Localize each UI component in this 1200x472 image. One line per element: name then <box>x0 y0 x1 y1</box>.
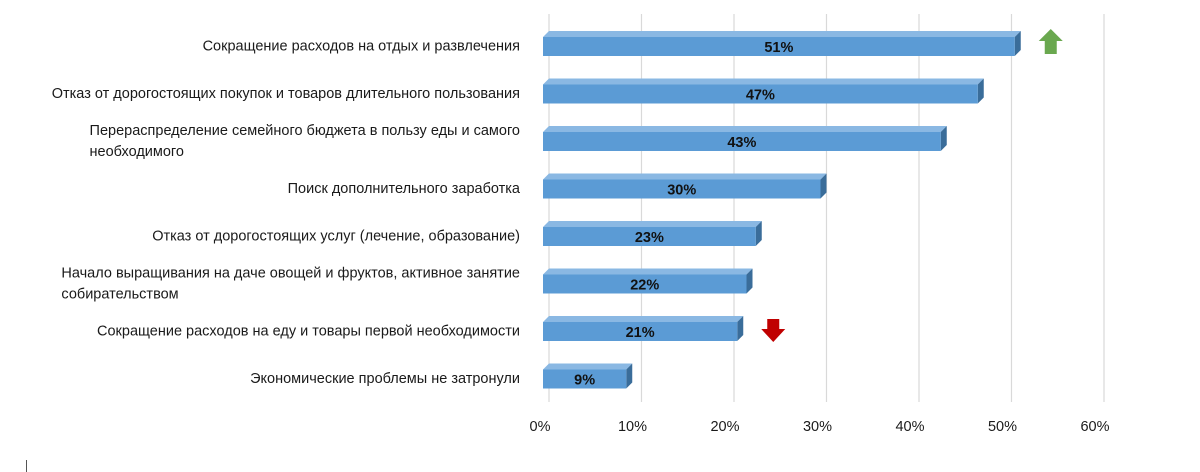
gridlines <box>548 14 1105 402</box>
bar-top-face <box>543 363 633 370</box>
bar: 43% <box>543 126 947 151</box>
bar-side-face <box>626 363 633 389</box>
bar-top-face <box>543 268 753 275</box>
category-label: Поиск дополнительного заработка <box>288 181 521 197</box>
arrow-down-icon <box>761 319 786 342</box>
category-label: Сокращение расходов на отдых и развлечен… <box>203 39 520 55</box>
bar: 22% <box>543 268 753 294</box>
bar-front-face <box>543 179 821 199</box>
bar-value-label: 47% <box>746 88 775 104</box>
bar: 30% <box>543 173 827 199</box>
bar-top-face <box>543 221 762 227</box>
arrow-up-icon <box>1038 29 1063 54</box>
bar-top-face <box>543 173 827 180</box>
x-tick-label: 50% <box>988 419 1017 435</box>
category-label: Отказ от дорогостоящих покупок и товаров… <box>52 86 520 102</box>
bar-side-face <box>940 126 947 151</box>
bar-top-face <box>543 78 984 85</box>
x-tick-label: 30% <box>803 419 832 435</box>
bar-value-label: 9% <box>574 373 595 389</box>
edge-mark <box>26 460 27 472</box>
bar-front-face <box>543 274 747 294</box>
bar: 47% <box>543 78 984 104</box>
x-tick-label: 20% <box>710 419 739 435</box>
bar: 21% <box>543 316 744 341</box>
bar-front-face <box>543 227 756 246</box>
x-axis-ticks: 0% 10% 20% 30% 40% 50% 60% <box>530 419 1110 435</box>
bar-value-label: 43% <box>727 135 756 151</box>
bar-top-face <box>543 316 744 322</box>
bar-value-label: 22% <box>630 278 659 294</box>
category-label: Отказ от дорогостоящих услуг (лечение, о… <box>152 229 520 245</box>
x-tick-label: 0% <box>530 419 551 435</box>
bar-side-face <box>755 221 762 246</box>
bar-side-face <box>977 78 984 104</box>
bar-value-label: 51% <box>764 40 793 56</box>
x-tick-label: 60% <box>1080 419 1109 435</box>
category-label: Перераспределение семейного бюджета в по… <box>90 123 520 160</box>
bar-top-face <box>543 126 947 132</box>
bar-side-face <box>1014 31 1021 56</box>
bar-front-face <box>543 84 978 104</box>
bar-top-face <box>543 31 1021 37</box>
bar-value-label: 21% <box>626 325 655 341</box>
bar-front-face <box>543 322 738 341</box>
x-tick-label: 10% <box>618 419 647 435</box>
category-label: Начало выращивания на даче овощей и фрук… <box>61 266 520 303</box>
category-label: Сокращение расходов на еду и товары перв… <box>97 324 520 340</box>
x-tick-label: 40% <box>895 419 924 435</box>
bar-value-label: 23% <box>635 230 664 246</box>
bar: 9% <box>543 363 633 389</box>
bar-front-face <box>543 37 1015 56</box>
bar-side-face <box>737 316 744 341</box>
bar: 51% <box>543 31 1021 56</box>
bar-value-label: 30% <box>667 183 696 199</box>
bar-side-face <box>746 268 753 294</box>
bar-front-face <box>543 369 627 389</box>
annotations <box>761 29 1063 342</box>
bar: 23% <box>543 221 762 246</box>
bar-side-face <box>820 173 827 199</box>
bars: 51% 47% 43% 30% 23% 22% 21% 9% <box>543 31 1021 389</box>
category-label: Экономические проблемы не затронули <box>250 371 520 387</box>
category-labels: Сокращение расходов на отдых и развлечен… <box>52 39 521 388</box>
bar-front-face <box>543 132 941 151</box>
